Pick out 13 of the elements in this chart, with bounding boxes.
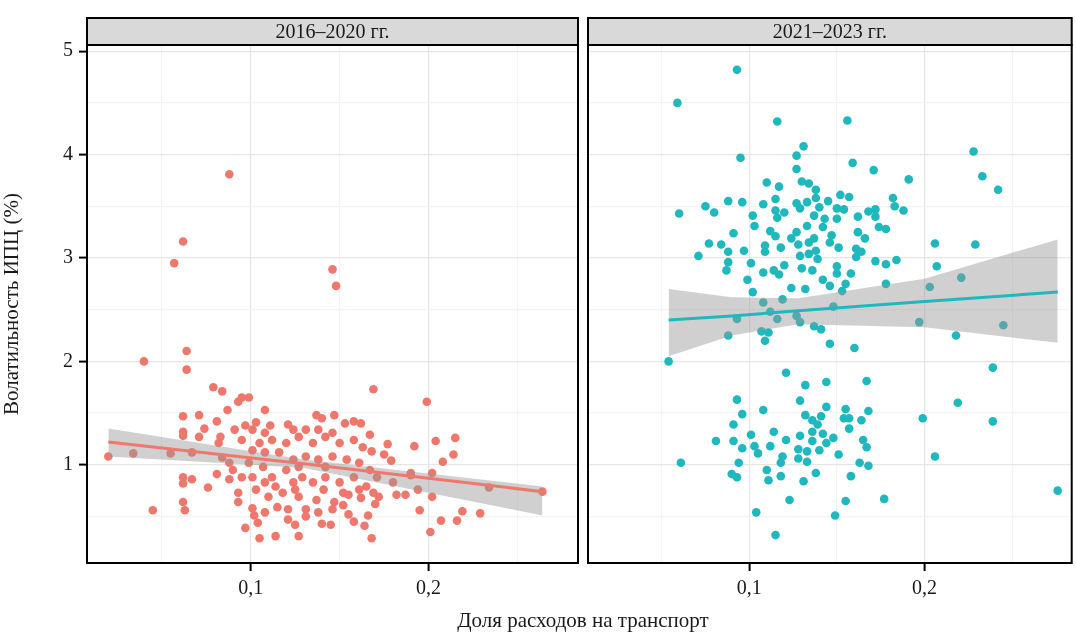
y-tick-label: 4 <box>63 141 73 164</box>
y-axis-title: Волатильность ИПЦ (%) <box>0 193 24 415</box>
x-axis-title: Доля расходов на транспорт <box>456 608 710 633</box>
chart-title: 2021–2023 гг. <box>772 19 887 42</box>
x-tick-label: 0,2 <box>911 576 937 599</box>
y-tick-label: 3 <box>63 245 73 268</box>
chart-title: 2016–2020 гг. <box>275 19 390 42</box>
y-tick-label: 5 <box>63 38 73 61</box>
y-tick-label: 2 <box>63 348 73 371</box>
x-tick-label: 0,2 <box>416 576 442 599</box>
y-tick-label: 1 <box>63 452 73 475</box>
x-tick-label: 0,1 <box>736 576 762 599</box>
x-tick-label: 0,1 <box>238 576 264 599</box>
